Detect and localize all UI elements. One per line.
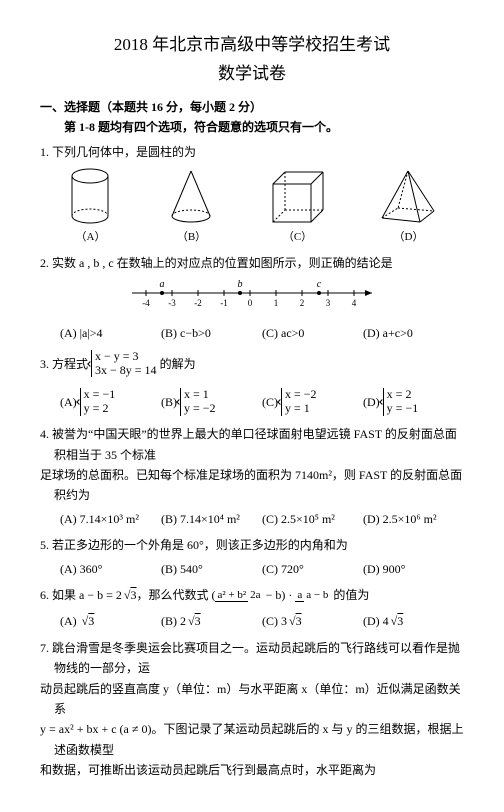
q6-la: (A) bbox=[60, 614, 77, 628]
q3-c-bot: y = 1 bbox=[285, 401, 310, 415]
q6-after: 的值为 bbox=[333, 588, 369, 602]
svg-text:a: a bbox=[160, 279, 165, 290]
q6-choice-b: (B) 23 bbox=[161, 611, 262, 631]
q3-label-a: (A) bbox=[60, 395, 77, 409]
q6-mid: ，那么代数式 bbox=[136, 588, 208, 602]
q3-a-top: x = −1 bbox=[84, 387, 116, 401]
q4-choice-c: (C) 2.5×10⁵ m² bbox=[262, 509, 363, 529]
q6-f1-num: a² + b² bbox=[215, 589, 248, 602]
q6-minusb: − b bbox=[263, 588, 282, 602]
q5-choice-a: (A) 360° bbox=[60, 559, 161, 579]
q4-choice-d: (D) 2.5×10⁶ m² bbox=[363, 509, 464, 529]
section-header-1: 一、选择题（本题共 16 分，每小题 2 分） bbox=[40, 98, 464, 116]
pyramid-icon bbox=[376, 166, 441, 228]
q3-choice-a: (A) x = −1 y = 2 bbox=[60, 388, 161, 418]
q6-f2-den: a − b bbox=[304, 589, 330, 601]
svg-text:-2: -2 bbox=[194, 298, 202, 308]
q6-lb: (B) bbox=[161, 614, 177, 628]
q1-shape-a: （A） bbox=[63, 166, 118, 247]
cube-icon bbox=[265, 166, 330, 228]
q6-frac1: a² + b²2a bbox=[215, 590, 262, 602]
q6-f2-num: a bbox=[295, 589, 304, 602]
q1-label-a: （A） bbox=[63, 228, 118, 247]
q1-text: 1. 下列几何体中，是圆柱的为 bbox=[40, 142, 464, 162]
q6-frac2: aa − b bbox=[295, 590, 330, 602]
q3-b-bot: y = −2 bbox=[184, 401, 216, 415]
q5-choice-c: (C) 720° bbox=[262, 559, 363, 579]
q6-dot: · bbox=[288, 588, 292, 602]
svg-text:-1: -1 bbox=[220, 298, 228, 308]
q5-choice-b: (B) 540° bbox=[161, 559, 262, 579]
q3-d-bot: y = −1 bbox=[387, 401, 419, 415]
q2-choice-a: (A) |a|>4 bbox=[60, 323, 161, 343]
numberline-icon: a b c -4 -3 -2 -1 0 1 2 3 4 bbox=[122, 279, 382, 317]
svg-text:b: b bbox=[238, 279, 243, 290]
svg-text:1: 1 bbox=[274, 298, 279, 308]
q3-eq1: x − y = 3 bbox=[95, 349, 139, 363]
q3-b-top: x = 1 bbox=[184, 387, 209, 401]
q2-choice-b: (B) c−b>0 bbox=[161, 323, 262, 343]
cylinder-icon bbox=[63, 166, 118, 228]
q6-sqrt3: 3 bbox=[122, 585, 137, 605]
q6-choice-d: (D) 43 bbox=[363, 611, 464, 631]
q4-line2: 足球场的总面积。已知每个标准足球场的面积为 7140m²，则 FAST 的反射面… bbox=[40, 465, 464, 506]
q3-text: 3. 方程式 bbox=[40, 357, 88, 371]
q7-l1: 7. 跳台滑雪是冬季奥运会比赛项目之一。运动员起跳后的飞行路线可以看作是抛物线的… bbox=[40, 638, 464, 679]
q4-choice-b: (B) 7.14×10⁴ m² bbox=[161, 509, 262, 529]
q6-cv: 3 bbox=[296, 614, 302, 628]
svg-text:c: c bbox=[317, 279, 322, 290]
q6-f1-den: 2a bbox=[248, 589, 262, 601]
q3-choice-b: (B) x = 1 y = −2 bbox=[161, 388, 262, 418]
svg-text:4: 4 bbox=[352, 298, 357, 308]
q1-label-d: （D） bbox=[376, 228, 441, 247]
q7-l4: 和数据，可推断出该运动员起跳后飞行到最高点时，水平距离为 bbox=[40, 760, 464, 780]
svg-text:2: 2 bbox=[300, 298, 305, 308]
q6-bv: 3 bbox=[195, 614, 201, 628]
q6-choice-c: (C) 33 bbox=[262, 611, 363, 631]
q6-choice-a: (A) 3 bbox=[60, 611, 161, 631]
q6-pre: 6. 如果 a − b = 2 bbox=[40, 588, 122, 602]
page-title: 2018 年北京市高级中等学校招生考试 bbox=[40, 30, 464, 55]
q6-dv: 3 bbox=[397, 614, 403, 628]
page-subtitle: 数学试卷 bbox=[40, 59, 464, 84]
q6-lc: (C) bbox=[262, 614, 278, 628]
q2-numberline: a b c -4 -3 -2 -1 0 1 2 3 4 bbox=[40, 279, 464, 317]
q2-choice-c: (C) ac>0 bbox=[262, 323, 363, 343]
q3-eq2: 3x − 8y = 14 bbox=[95, 363, 157, 377]
q6-av: 3 bbox=[88, 614, 94, 628]
q3-system: x − y = 3 3x − 8y = 14 bbox=[91, 350, 157, 380]
svg-text:0: 0 bbox=[248, 298, 253, 308]
svg-text:-3: -3 bbox=[168, 298, 176, 308]
q1-label-b: （B） bbox=[164, 228, 219, 247]
q5-text: 5. 若正多边形的一个外角是 60°，则该正多边形的内角和为 bbox=[40, 535, 464, 555]
q4-line1: 4. 被誉为“中国天眼”的世界上最大的单口径球面射电望远镜 FAST 的反射面总… bbox=[40, 424, 464, 465]
q1-figures: （A） （B） （C） bbox=[40, 166, 464, 247]
q7-l3: y = ax² + bx + c (a ≠ 0)。下图记录了某运动员起跳后的 x… bbox=[40, 719, 464, 760]
svg-text:-4: -4 bbox=[142, 298, 150, 308]
q3-choice-d: (D) x = 2 y = −1 bbox=[363, 388, 464, 418]
q3-label-b: (B) bbox=[161, 395, 177, 409]
q3-a-bot: y = 2 bbox=[84, 401, 109, 415]
q6-ld: (D) bbox=[363, 614, 380, 628]
q2-choice-d: (D) a+c>0 bbox=[363, 323, 464, 343]
q3-choice-c: (C) x = −2 y = 1 bbox=[262, 388, 363, 418]
q3-d-top: x = 2 bbox=[387, 387, 412, 401]
q5-choice-d: (D) 900° bbox=[363, 559, 464, 579]
q1-shape-c: （C） bbox=[265, 166, 330, 247]
svg-text:3: 3 bbox=[326, 298, 331, 308]
q7-l2: 动员起跳后的竖直高度 y（单位：m）与水平距离 x（单位：m）近似满足函数关系 bbox=[40, 679, 464, 720]
section-header-2: 第 1-8 题均有四个选项，符合题意的选项只有一个。 bbox=[40, 118, 464, 136]
q4-choice-a: (A) 7.14×10³ m² bbox=[60, 509, 161, 529]
q3-after: 的解为 bbox=[160, 357, 196, 371]
q3-label-d: (D) bbox=[363, 395, 380, 409]
cone-icon bbox=[164, 166, 219, 228]
q2-text: 2. 实数 a , b , c 在数轴上的对应点的位置如图所示，则正确的结论是 bbox=[40, 253, 464, 273]
q1-label-c: （C） bbox=[265, 228, 330, 247]
q3-label-c: (C) bbox=[262, 395, 278, 409]
q1-shape-b: （B） bbox=[164, 166, 219, 247]
q1-shape-d: （D） bbox=[376, 166, 441, 247]
q3-c-top: x = −2 bbox=[285, 387, 317, 401]
